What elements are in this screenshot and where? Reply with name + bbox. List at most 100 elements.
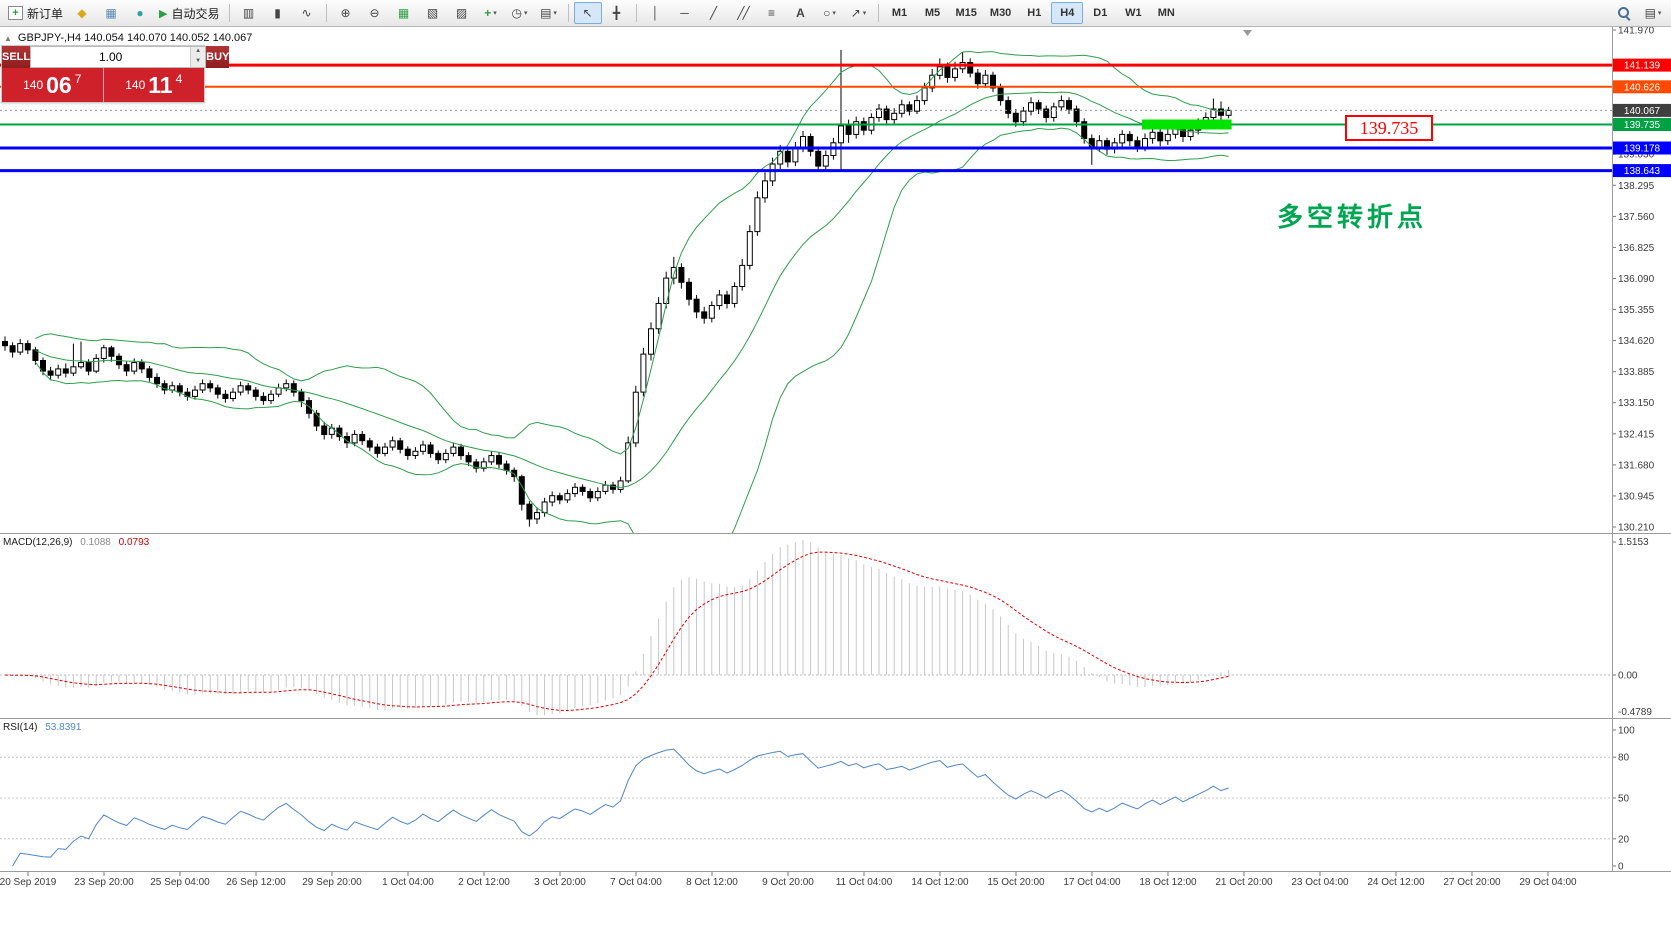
candlestick-series — [2, 49, 1232, 527]
buy-button[interactable]: BUY — [206, 46, 230, 68]
svg-text:20 Sep 2019: 20 Sep 2019 — [0, 877, 57, 888]
highlight-bar[interactable] — [1142, 119, 1232, 130]
macd-signal-line — [4, 551, 1229, 712]
bid-sup: 7 — [74, 72, 82, 86]
zoom-out-button[interactable]: ⊖ — [361, 2, 389, 24]
charts-grid-button[interactable]: ▦ — [97, 2, 125, 24]
svg-text:26 Sep 12:00: 26 Sep 12:00 — [226, 877, 286, 888]
shapes-button[interactable]: ○ ▾ — [816, 2, 844, 24]
cursor-button[interactable]: ↖ — [573, 2, 602, 24]
toolbar-separator — [325, 4, 327, 22]
bollinger-bands — [34, 50, 1229, 533]
macd-title: MACD(12,26,9) — [3, 537, 73, 548]
vertical-line-button[interactable]: │ — [642, 2, 670, 24]
timeframe-h1[interactable]: H1 — [1027, 7, 1042, 19]
new-order-icon — [8, 6, 23, 20]
svg-text:9 Oct 20:00: 9 Oct 20:00 — [762, 877, 814, 888]
price-annotation-box[interactable]: 139.735 — [1345, 115, 1433, 141]
autotrading-play-icon: ▶ — [159, 7, 168, 20]
cursor-icon: ↖ — [582, 6, 593, 20]
bar-chart-button[interactable]: ▥ — [235, 2, 263, 24]
rsi-line — [12, 748, 1229, 867]
volume-up-button[interactable]: ▲ — [191, 47, 206, 57]
text-button[interactable]: A — [787, 2, 815, 24]
vertical-line-icon: │ — [651, 6, 660, 20]
rsi-title-row: RSI(14) 53.8391 — [3, 722, 81, 733]
toolbar: 新订单 ◆ ▦ ● ▶ 自动交易 ▥ ▮ ∿ ⊕ ⊖ ▦ ▧ ▨ +▾ ◷▾ ▤… — [0, 0, 1671, 27]
autotrading-button[interactable]: ▶ 自动交易 — [155, 2, 223, 24]
svg-text:15 Oct 20:00: 15 Oct 20:00 — [987, 877, 1045, 888]
chevron-down-icon: ▾ — [523, 10, 528, 17]
indicators-button[interactable]: + ▾ — [477, 2, 505, 24]
bid-big: 06 — [46, 71, 72, 98]
rsi-panel — [0, 748, 1612, 867]
fibonacci-icon: ≡ — [767, 6, 775, 20]
timeframe-m15[interactable]: M15 — [955, 7, 977, 19]
templates-button[interactable]: ▤ ▾ — [535, 2, 563, 24]
svg-text:20: 20 — [1618, 834, 1630, 845]
chart-list-button[interactable]: ▤ ▾ — [1639, 2, 1667, 24]
horizontal-line-button[interactable]: ─ — [671, 2, 699, 24]
new-order-label: 新订单 — [27, 6, 64, 21]
timeframe-w1[interactable]: W1 — [1125, 7, 1142, 19]
trendline-icon: ╱ — [709, 6, 718, 20]
chart-window[interactable]: 141.970 139.030 138.295 137.560 136.825 136.0… — [0, 27, 1671, 951]
zoom-out-icon: ⊖ — [369, 6, 380, 20]
cascade-windows-icon: ▧ — [426, 6, 439, 20]
chart-shift-marker[interactable] — [1243, 30, 1252, 36]
sell-button[interactable]: SELL — [2, 46, 31, 68]
new-order-button[interactable]: 新订单 — [4, 2, 67, 24]
svg-text:139.735: 139.735 — [1624, 120, 1661, 131]
svg-text:3 Oct 20:00: 3 Oct 20:00 — [534, 877, 586, 888]
indicators-plus-icon: + — [484, 6, 492, 20]
search-button[interactable] — [1610, 2, 1638, 24]
price-divider — [102, 68, 104, 102]
news-button[interactable]: ● — [126, 2, 154, 24]
volume-down-button[interactable]: ▼ — [191, 57, 206, 67]
turning-point-note[interactable]: 多空转折点 — [1277, 202, 1428, 232]
timeframe-mn[interactable]: MN — [1157, 7, 1175, 19]
chevron-down-icon: ▾ — [862, 10, 867, 17]
time-axis[interactable]: 20 Sep 2019 23 Sep 20:00 25 Sep 04:00 26 Se… — [0, 872, 1577, 888]
timeframe-d1[interactable]: D1 — [1093, 7, 1108, 19]
svg-text:133.150: 133.150 — [1618, 398, 1655, 409]
svg-text:130.945: 130.945 — [1618, 491, 1655, 502]
trendline-button[interactable]: ╱ — [700, 2, 728, 24]
timeframe-m5[interactable]: M5 — [924, 7, 941, 19]
price-axis[interactable]: 141.970 139.030 138.295 137.560 136.825 136.0… — [1612, 27, 1671, 873]
chart-list-icon: ▤ — [1644, 6, 1656, 20]
svg-text:132.415: 132.415 — [1618, 429, 1655, 440]
arrows-tool-button[interactable]: ↗ ▾ — [845, 2, 873, 24]
candlestick-button[interactable]: ▮ — [264, 2, 292, 24]
volume-input[interactable] — [31, 47, 191, 67]
zoom-in-button[interactable]: ⊕ — [332, 2, 360, 24]
chart-canvas[interactable]: 141.970 139.030 138.295 137.560 136.825 136.0… — [0, 27, 1671, 951]
rsi-value: 53.8391 — [45, 722, 82, 733]
fibonacci-button[interactable]: ≡ — [758, 2, 786, 24]
bid-price-display[interactable]: 140 06 7 — [2, 68, 103, 102]
crosshair-button[interactable]: ╋ — [603, 2, 631, 24]
metaeditor-button[interactable]: ◆ — [68, 2, 96, 24]
ask-price-display[interactable]: 140 11 4 — [104, 68, 205, 102]
chevron-down-icon: ▾ — [493, 10, 497, 17]
svg-text:130.210: 130.210 — [1618, 523, 1655, 534]
macd-panel — [0, 540, 1612, 716]
periods-button[interactable]: ◷ ▾ — [506, 2, 534, 24]
cascade-windows-button[interactable]: ▧ — [419, 2, 447, 24]
timeframe-h4[interactable]: H4 — [1051, 2, 1084, 24]
one-click-collapse-button[interactable]: ▲ — [4, 33, 12, 43]
line-chart-button[interactable]: ∿ — [293, 2, 321, 24]
channel-button[interactable]: ╱╱ — [729, 2, 757, 24]
timeframe-m30[interactable]: M30 — [989, 7, 1012, 19]
toolbar-separator — [877, 4, 879, 22]
macd-signal-value: 0.0793 — [118, 537, 150, 548]
timeframe-m1[interactable]: M1 — [891, 7, 908, 19]
auto-scroll-button[interactable]: ▨ — [448, 2, 476, 24]
one-click-trading-panel: SELL ▲ ▼ BUY 140 06 7 140 11 4 — [1, 45, 230, 103]
svg-text:0: 0 — [1618, 862, 1624, 873]
svg-text:7 Oct 04:00: 7 Oct 04:00 — [610, 877, 662, 888]
tile-windows-button[interactable]: ▦ — [390, 2, 418, 24]
text-tool-icon: A — [796, 6, 805, 20]
auto-scroll-icon: ▨ — [455, 6, 468, 20]
svg-text:8 Oct 12:00: 8 Oct 12:00 — [686, 877, 738, 888]
